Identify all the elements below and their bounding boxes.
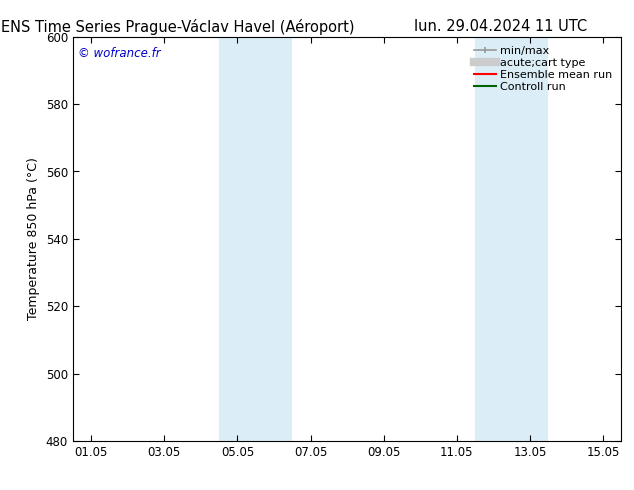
Text: ENS Time Series Prague-Václav Havel (Aéroport): ENS Time Series Prague-Václav Havel (Aér…: [1, 19, 354, 35]
Y-axis label: Temperature 850 hPa (°C): Temperature 850 hPa (°C): [27, 157, 40, 320]
Bar: [475, 37, 548, 441]
Bar: [219, 37, 292, 441]
Text: © wofrance.fr: © wofrance.fr: [79, 47, 161, 60]
Legend: min/max, acute;cart type, Ensemble mean run, Controll run: min/max, acute;cart type, Ensemble mean …: [470, 42, 616, 96]
Text: lun. 29.04.2024 11 UTC: lun. 29.04.2024 11 UTC: [414, 19, 588, 34]
